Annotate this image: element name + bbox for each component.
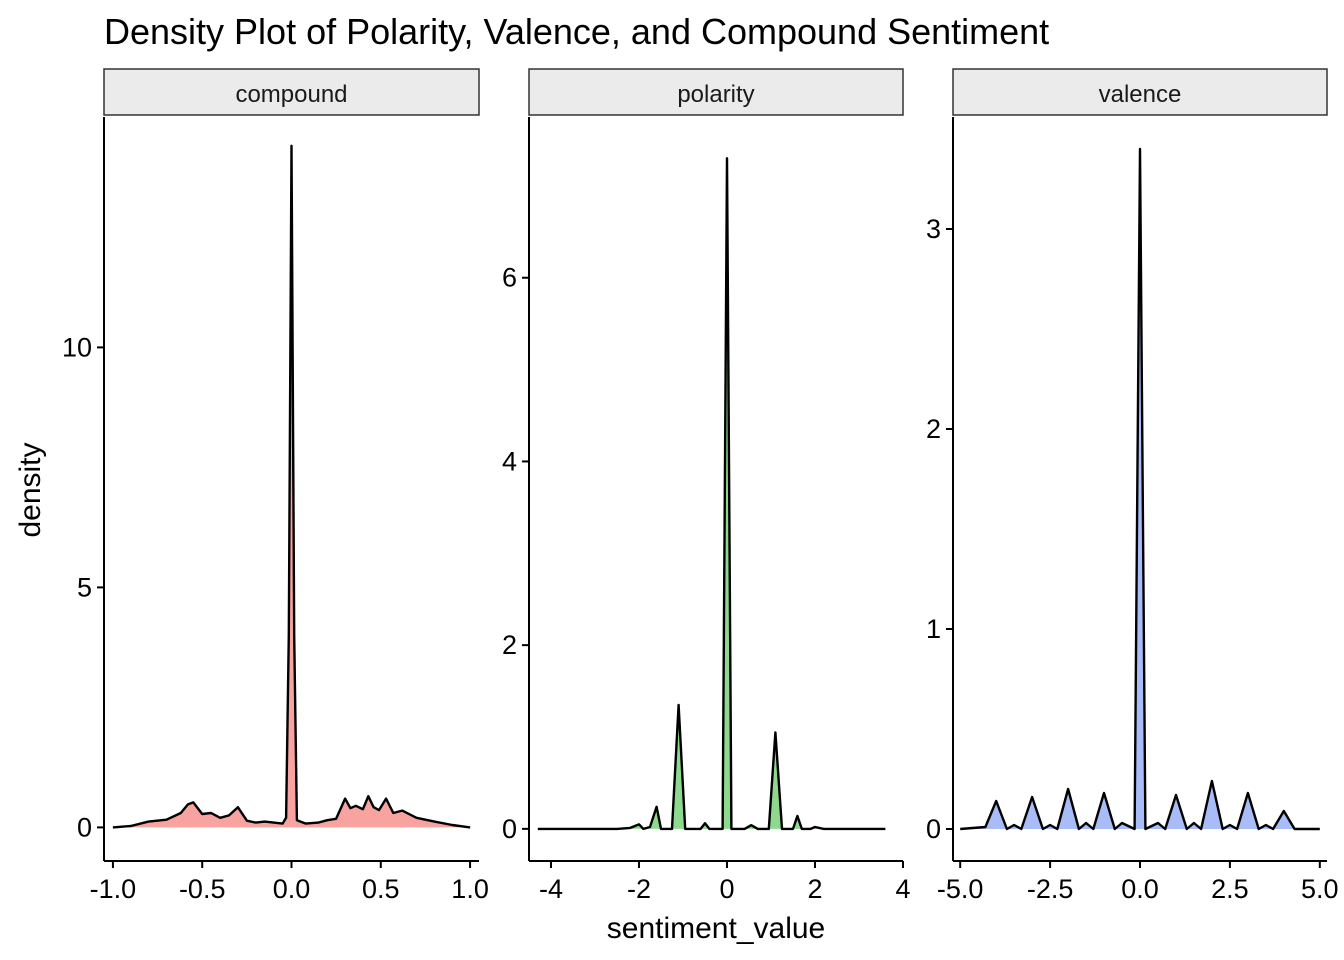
- density-area: [537, 158, 886, 829]
- x-tick-label: 0: [719, 874, 734, 904]
- density-line: [960, 147, 1320, 831]
- facet-strip: [103, 68, 480, 116]
- facet-strip: [528, 68, 904, 116]
- x-tick-label: 2.5: [1211, 874, 1249, 904]
- y-tick-label: 2: [502, 630, 517, 660]
- x-tick-label: 5.0: [1301, 874, 1339, 904]
- y-tick-label: 10: [62, 332, 92, 362]
- density-area: [960, 149, 1320, 829]
- y-tick-label: 2: [926, 414, 941, 444]
- x-tick-label: 4: [895, 874, 910, 904]
- x-tick-label: -0.5: [179, 874, 226, 904]
- y-tick-label: 5: [77, 572, 92, 602]
- facet-strip-label: valence: [1099, 81, 1182, 108]
- x-tick-label: 0.0: [1121, 874, 1159, 904]
- y-tick-label: 0: [926, 814, 941, 844]
- x-tick-label: -1.0: [90, 874, 137, 904]
- facet-strip-label: compound: [235, 81, 347, 108]
- panel-polarity: polarity 0 2 4 6 -4 -2 0 2 4: [502, 68, 911, 904]
- y-tick-label: 3: [926, 214, 941, 244]
- facet-strip: [952, 68, 1328, 116]
- x-tick-label: -5.0: [937, 874, 984, 904]
- x-tick-label: -4: [539, 874, 563, 904]
- x-tick-label: 0.0: [273, 874, 311, 904]
- y-tick-label: 1: [926, 614, 941, 644]
- y-axis-title: density: [14, 442, 47, 537]
- chart-title: Density Plot of Polarity, Valence, and C…: [104, 11, 1049, 52]
- x-tick-label: -2.5: [1027, 874, 1074, 904]
- y-tick-label: 4: [502, 446, 517, 476]
- x-tick-label: -2: [627, 874, 651, 904]
- density-line: [537, 157, 886, 831]
- facet-strip-label: polarity: [677, 81, 754, 108]
- density-line: [112, 144, 471, 829]
- y-tick-label: 0: [77, 812, 92, 842]
- y-tick-label: 6: [502, 263, 517, 293]
- density-area: [112, 145, 471, 828]
- panel-compound: compound 0 5 10 -1.0 -0.5 0.0 0.5 1.0: [62, 68, 489, 904]
- x-axis-title: sentiment_value: [607, 912, 825, 945]
- x-tick-label: 0.5: [362, 874, 400, 904]
- x-tick-label: 1.0: [451, 874, 489, 904]
- y-tick-label: 0: [502, 814, 517, 844]
- panel-valence: valence 0 1 2 3 -5.0 -2.5 0.0 2.5 5.0: [926, 68, 1339, 904]
- x-tick-label: 2: [807, 874, 822, 904]
